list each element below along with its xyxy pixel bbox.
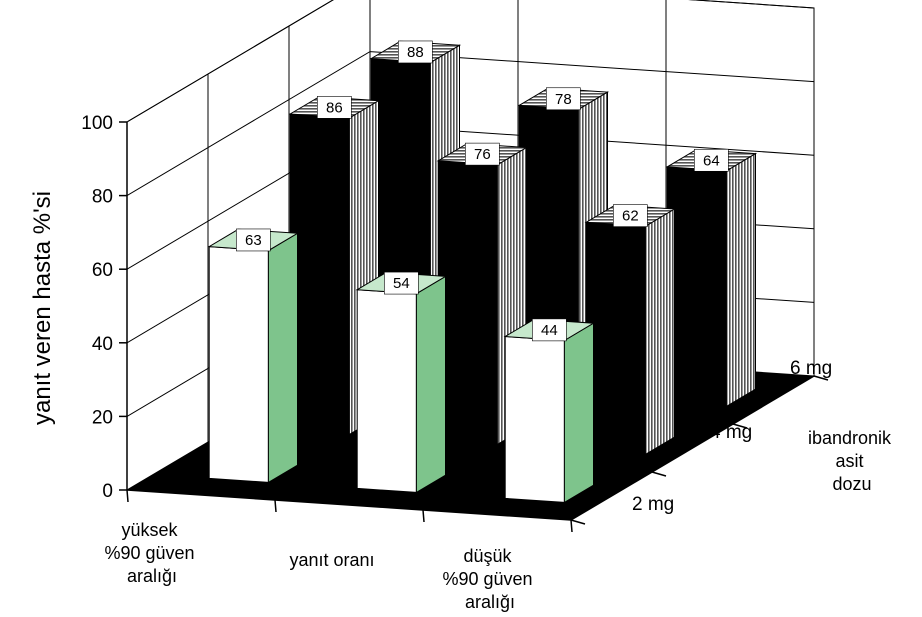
bar-front [289, 113, 350, 435]
y-axis-title: yanıt veren hasta %'si [29, 191, 56, 425]
bar-front [437, 160, 498, 445]
bar-front [504, 335, 565, 503]
chart-bars [207, 40, 758, 504]
value-label-box [613, 204, 648, 227]
value-label-box [317, 96, 352, 119]
depth-tick [570, 519, 586, 525]
chart-labels: 0 20 40 60 80 100 88 78 64 86 76 62 63 54 44 [81, 40, 729, 502]
value-label-box [398, 40, 433, 64]
value-label: 78 [555, 91, 572, 108]
bar-side [644, 208, 675, 456]
bar-side [725, 152, 756, 408]
value-label: 54 [393, 275, 410, 292]
depth-tick-label: 6 mg [790, 358, 832, 379]
value-label: 76 [474, 146, 491, 163]
value-label: 63 [245, 232, 262, 249]
bar-side [267, 232, 298, 484]
depth-tick [813, 375, 829, 381]
x-category-label: yanıt oranı [289, 550, 374, 570]
bar-side [563, 322, 594, 504]
y-tick-label: 100 [81, 113, 113, 134]
depth-axis-title: ibandronik asit dozu [808, 428, 896, 494]
depth-tick [732, 423, 748, 429]
bar-front [356, 289, 417, 493]
value-label-box [546, 87, 581, 111]
value-label-box [384, 271, 419, 295]
y-tick-label: 40 [92, 334, 113, 355]
value-label: 86 [326, 99, 343, 116]
value-label: 64 [703, 152, 720, 169]
y-tick-label: 20 [92, 407, 113, 428]
depth-tick-label: 4 mg [710, 422, 752, 443]
x-tick [274, 499, 277, 513]
bar-side [415, 275, 446, 494]
y-tick-label: 80 [92, 187, 113, 208]
x-category-label: düşük %90 güven aralığı [442, 546, 537, 612]
depth-tick-label: 2 mg [632, 494, 674, 515]
x-tick [126, 489, 129, 503]
value-label-box [465, 142, 500, 166]
y-tick-label: 0 [102, 481, 113, 502]
x-tick [570, 519, 573, 533]
value-label: 62 [622, 208, 639, 225]
value-label-box [532, 318, 567, 342]
value-label: 88 [407, 44, 424, 61]
depth-tick [651, 471, 667, 477]
bar-front [208, 246, 269, 483]
bar-front [585, 221, 646, 455]
value-label-box [694, 148, 729, 172]
x-category-label: yüksek %90 güven aralığı [104, 520, 199, 586]
value-label: 44 [541, 322, 558, 339]
x-tick [422, 509, 425, 523]
y-tick-label: 60 [92, 260, 113, 281]
bar-front [666, 166, 727, 407]
value-label-box [236, 228, 271, 252]
gridline [126, 0, 815, 123]
